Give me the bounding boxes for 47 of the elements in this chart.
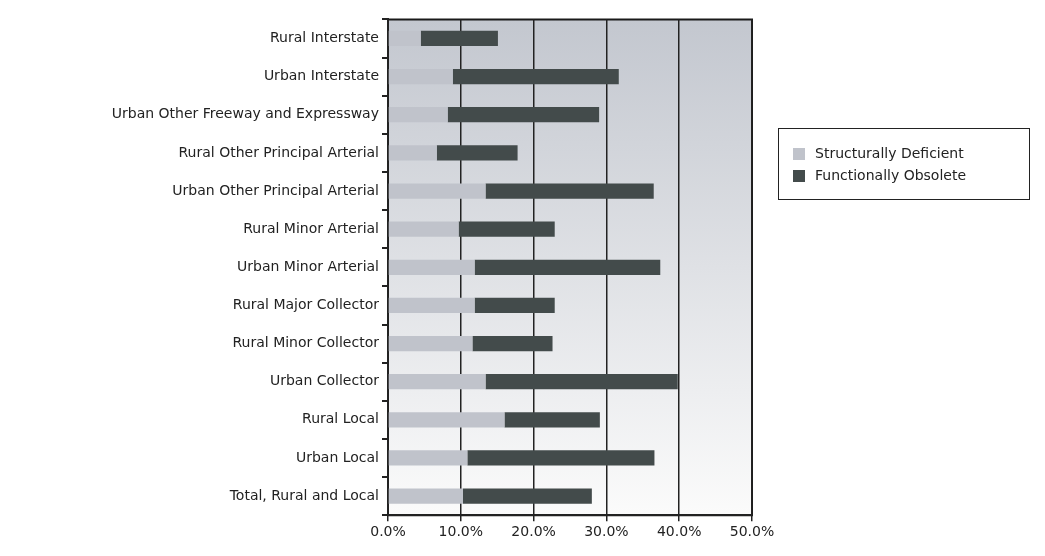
y-tick-label: Total, Rural and Local xyxy=(228,486,379,503)
y-tick-label: Urban Minor Arterial xyxy=(237,257,379,274)
bar xyxy=(388,412,505,428)
bar xyxy=(436,145,518,161)
x-tick-label: 0.0% xyxy=(370,523,406,540)
bar xyxy=(388,30,421,47)
y-tick-label: Rural Other Principal Arterial xyxy=(178,143,379,160)
bar xyxy=(388,68,453,85)
y-tick-label: Rural Minor Arterial xyxy=(243,219,379,236)
bar xyxy=(474,297,555,314)
bar xyxy=(388,374,486,390)
bar xyxy=(472,335,553,352)
bar xyxy=(447,107,600,123)
x-tick-label: 20.0% xyxy=(511,523,556,540)
y-tick-label: Urban Local xyxy=(295,448,379,465)
y-tick-label: Urban Collector xyxy=(269,372,380,389)
x-tick-label: 40.0% xyxy=(656,523,702,540)
bar xyxy=(388,488,463,504)
bar xyxy=(388,450,468,466)
x-tick-label: 10.0% xyxy=(438,523,484,540)
legend-label: Structurally Deficient xyxy=(815,145,965,161)
y-tick-label: Rural Major Collector xyxy=(232,296,380,313)
bar xyxy=(388,183,486,199)
y-tick-label: Urban Interstate xyxy=(263,67,379,84)
y-tick-label: Rural Local xyxy=(302,410,379,427)
x-tick-label: 50.0% xyxy=(729,523,775,540)
bar xyxy=(388,297,475,314)
bar xyxy=(388,107,448,123)
bar xyxy=(474,259,661,275)
bar xyxy=(388,259,475,275)
bar xyxy=(458,221,555,237)
bar xyxy=(420,30,498,47)
y-tick-label: Urban Other Principal Arterial xyxy=(172,181,379,198)
y-tick-label: Rural Minor Collector xyxy=(232,334,380,351)
bar xyxy=(467,450,655,466)
bar xyxy=(388,221,459,237)
bar xyxy=(452,68,619,85)
bar xyxy=(504,412,600,428)
bar xyxy=(485,374,678,390)
bar xyxy=(462,488,592,504)
bar xyxy=(485,183,654,199)
y-tick-label: Rural Interstate xyxy=(270,29,379,46)
legend-label: Functionally Obsolete xyxy=(815,167,967,183)
y-tick-label: Urban Other Freeway and Expressway xyxy=(111,105,379,122)
x-tick-label: 30.0% xyxy=(584,523,629,540)
bar xyxy=(388,335,473,352)
bar xyxy=(388,145,437,161)
